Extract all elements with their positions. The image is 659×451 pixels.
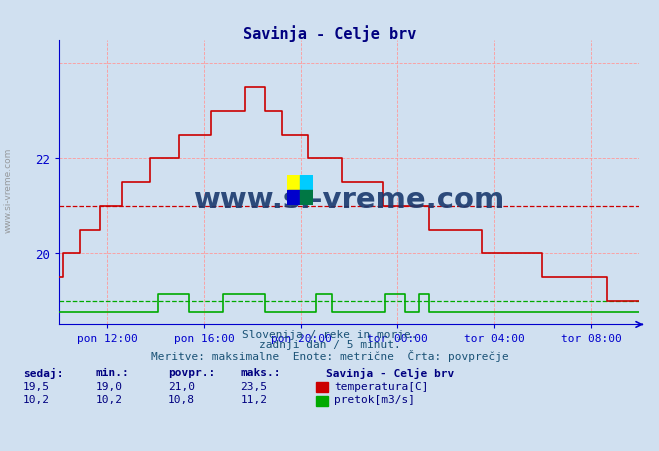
Text: 19,5: 19,5: [23, 381, 50, 391]
Text: Savinja - Celje brv: Savinja - Celje brv: [326, 368, 455, 378]
Text: Slovenija / reke in morje.: Slovenija / reke in morje.: [242, 329, 417, 339]
Text: 10,2: 10,2: [23, 395, 50, 405]
Text: www.si-vreme.com: www.si-vreme.com: [4, 147, 13, 232]
Text: zadnji dan / 5 minut.: zadnji dan / 5 minut.: [258, 339, 401, 349]
Bar: [287, 176, 300, 190]
Bar: [287, 190, 300, 205]
Bar: [300, 190, 313, 205]
Text: 11,2: 11,2: [241, 395, 268, 405]
Bar: [316, 382, 328, 392]
Bar: [300, 176, 313, 190]
Bar: [316, 396, 328, 406]
Text: temperatura[C]: temperatura[C]: [334, 381, 428, 391]
Text: www.si-vreme.com: www.si-vreme.com: [194, 186, 505, 214]
Text: pretok[m3/s]: pretok[m3/s]: [334, 395, 415, 405]
Text: 10,2: 10,2: [96, 395, 123, 405]
Text: Meritve: maksimalne  Enote: metrične  Črta: povprečje: Meritve: maksimalne Enote: metrične Črta…: [151, 349, 508, 361]
Text: sedaj:: sedaj:: [23, 368, 63, 378]
Text: 23,5: 23,5: [241, 381, 268, 391]
Text: 19,0: 19,0: [96, 381, 123, 391]
Text: maks.:: maks.:: [241, 368, 281, 377]
Text: 21,0: 21,0: [168, 381, 195, 391]
Text: Savinja - Celje brv: Savinja - Celje brv: [243, 25, 416, 41]
Text: povpr.:: povpr.:: [168, 368, 215, 377]
Text: min.:: min.:: [96, 368, 129, 377]
Text: 10,8: 10,8: [168, 395, 195, 405]
